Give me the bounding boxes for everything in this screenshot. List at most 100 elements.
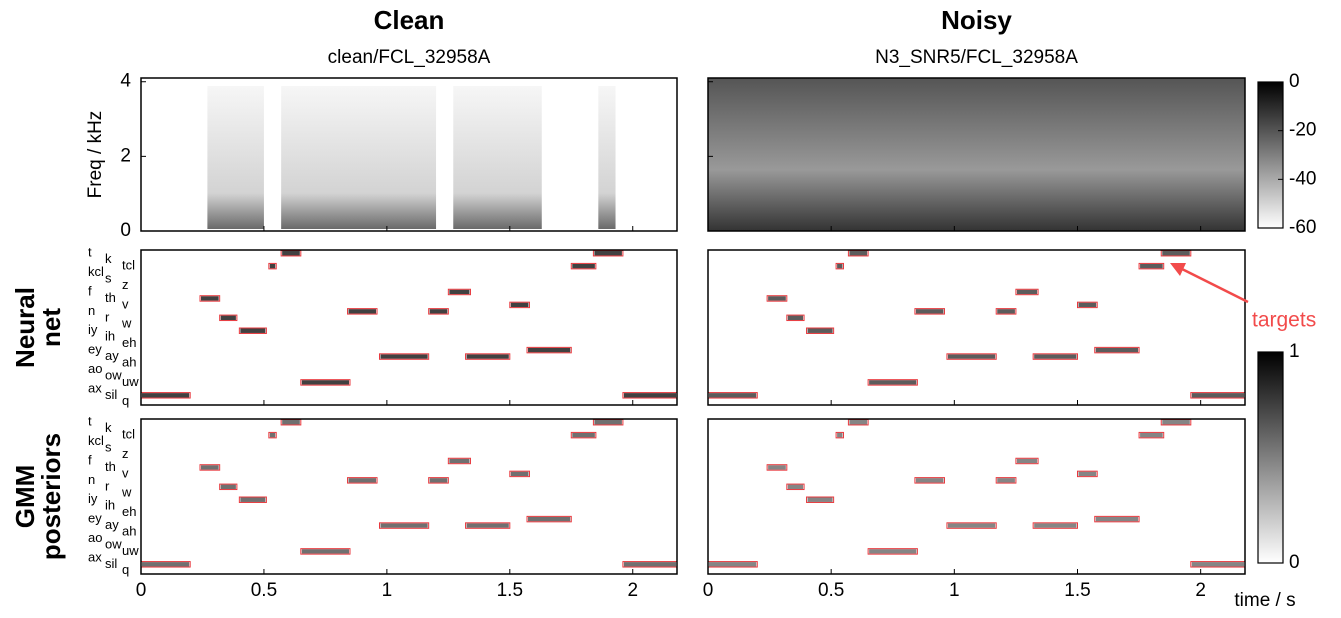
spectrogram-image [708,78,1245,231]
colorbar-tick-label: -60 [1289,217,1316,238]
phone-label: w [121,316,132,331]
phone-label: sil [105,387,117,402]
posterior-segment [449,458,470,464]
phone-label: ih [105,329,115,344]
posterior-segment [429,309,448,314]
posterior-segment [528,516,571,522]
row-label: Neuralnet [10,287,66,368]
target-box [914,477,945,484]
target-box [835,431,844,439]
posterior-segment [1034,354,1077,359]
posterior-segment [301,549,349,554]
phone-label: v [122,465,129,480]
posterior-segment [915,478,944,483]
target-box [347,308,378,315]
phone-label: t [88,245,92,260]
colorbar-tick-label: -40 [1289,168,1316,189]
phone-label: s [105,440,112,455]
target-box [300,379,351,386]
x-tick-label: 0.5 [818,580,844,601]
posterior-segment [837,432,843,438]
y-tick-label: 0 [120,220,131,241]
x-tick-label: 0.5 [251,580,277,601]
row-label-line: Neural [10,287,40,368]
phone-label: sil [105,556,117,571]
annotation-arrow [1179,266,1249,304]
posterior-segment [282,420,300,425]
posterior-segment [301,380,349,385]
posterior-segment [572,432,595,438]
posterior-segment [1078,471,1097,477]
posterior-segment [709,562,757,567]
target-box [946,522,997,529]
phone-label: ay [105,517,119,532]
phone-label: tcl [122,427,135,442]
phone-label: ay [105,348,119,363]
target-box [995,308,1017,315]
posterior-segment [201,465,219,470]
posterior-segment [787,315,804,321]
target-box [995,477,1017,484]
phone-label: r [105,478,110,493]
y-axis-label: Freq / kHz [85,111,106,199]
phone-label: f [88,452,92,467]
target-box [1138,431,1165,439]
x-tick-label: 2 [627,580,638,601]
phone-label: ao [88,361,102,376]
target-box [1076,301,1098,309]
phone-label: eh [122,504,136,519]
phone-label: w [121,485,132,500]
speech-region [207,86,264,229]
phone-label: uw [122,543,139,558]
phone-label: ih [105,498,115,513]
axes-background [141,419,677,574]
posterior-segment [709,393,757,398]
posterior-segment [947,523,996,528]
target-box [766,295,788,302]
row-label-line: posteriors [36,433,66,560]
speech-region [453,86,542,229]
target-box [378,353,430,360]
target-box [447,457,471,465]
phone-label: ow [105,367,122,382]
target-box [786,483,805,491]
target-box [268,262,277,270]
posterior-segment [1191,393,1244,398]
target-box [465,353,511,360]
x-tick-label: 0 [703,580,714,601]
posterior-segment [768,296,786,301]
posterior-segment [220,484,236,490]
target-box [806,327,835,334]
phone-label: uw [122,374,139,389]
posterior-segment [348,309,377,314]
posterior-segment [869,549,917,554]
posterior-segment [623,562,676,567]
phone-label: k [105,251,112,266]
axes-background [708,419,1245,574]
target-box [199,464,221,471]
target-box [867,379,918,386]
colorbar-tick-label: -20 [1289,120,1316,141]
target-box [428,477,449,484]
posterior-segment [1140,432,1163,438]
phone-label: q [122,562,129,577]
posterior-segment [466,523,509,528]
posterior-segment [849,251,868,256]
x-tick-label: 1 [949,580,960,601]
phone-label: iy [88,322,98,337]
phone-label: t [88,414,92,429]
target-box [1032,522,1078,529]
axes-background [708,250,1245,405]
phone-label: k [105,420,112,435]
x-tick-label: 0 [136,580,147,601]
posterior-segment [380,523,428,528]
posterior-segment [849,420,868,425]
phone-label: n [88,472,95,487]
target-box [509,470,530,478]
target-box [1032,353,1078,360]
y-tick-label: 2 [120,145,131,166]
phone-label: eh [122,335,136,350]
posterior-segment [837,263,843,269]
posterior-segment [1140,263,1163,269]
posterior-segment [807,497,833,502]
